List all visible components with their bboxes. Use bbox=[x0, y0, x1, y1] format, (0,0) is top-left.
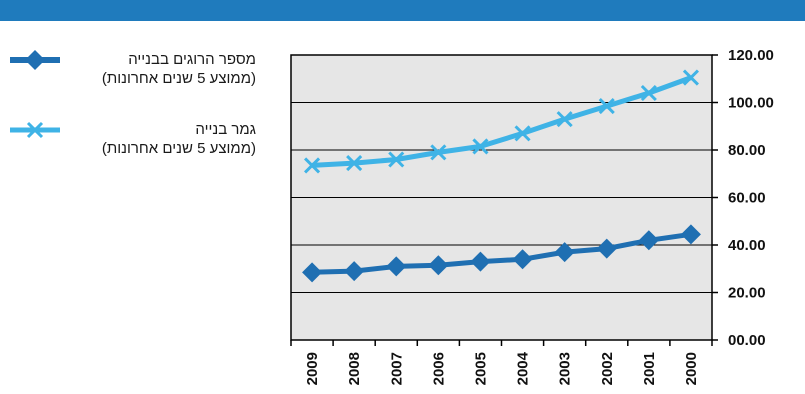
y-tick-label: 20.00 bbox=[728, 285, 766, 302]
data-point-diamond bbox=[512, 249, 533, 270]
x-marker-stroke bbox=[640, 84, 657, 102]
data-point-diamond bbox=[554, 242, 575, 263]
x-tick-label: 2007 bbox=[388, 352, 405, 385]
data-point-x bbox=[388, 151, 405, 168]
top-banner bbox=[0, 0, 805, 21]
x-marker-stroke bbox=[430, 144, 447, 161]
series-line-1 bbox=[312, 231, 692, 275]
data-point-x bbox=[514, 125, 531, 142]
data-point-diamond bbox=[470, 251, 491, 272]
data-point-x bbox=[303, 157, 321, 174]
data-point-diamond bbox=[386, 256, 407, 277]
x-tick-label: 2009 bbox=[304, 352, 321, 385]
legend-label: גמר בנייה (ממוצע 5 שנים אחרונות) bbox=[102, 120, 256, 158]
x-marker-stroke bbox=[598, 98, 615, 115]
data-point-x bbox=[640, 84, 657, 102]
x-marker-stroke bbox=[388, 151, 405, 168]
y-tick-label: 40.00 bbox=[728, 237, 766, 254]
data-point-diamond bbox=[680, 224, 701, 245]
y-tick-label: 120.00 bbox=[728, 47, 774, 64]
x-tick-label: 2001 bbox=[641, 352, 658, 385]
y-tick-label: 60.00 bbox=[728, 190, 766, 207]
data-point-diamond bbox=[302, 262, 323, 283]
x-marker-stroke bbox=[682, 69, 700, 86]
x-tick-label: 2003 bbox=[557, 352, 574, 385]
x-line-icon bbox=[10, 121, 60, 139]
x-marker-stroke bbox=[556, 111, 573, 128]
series-line-2 bbox=[311, 75, 692, 168]
data-point-x bbox=[556, 111, 573, 128]
x-marker-stroke bbox=[303, 157, 321, 174]
x-tick-label: 2002 bbox=[599, 352, 616, 385]
y-tick-label: 00.00 bbox=[728, 332, 766, 349]
legend-label-line1: גמר בנייה bbox=[195, 121, 256, 138]
legend-label-line2: (ממוצע 5 שנים אחרונות) bbox=[101, 70, 256, 87]
legend-label-line1: מספר הרוגים בבנייה bbox=[128, 51, 256, 68]
data-point-x bbox=[472, 138, 489, 155]
data-point-diamond bbox=[428, 255, 449, 276]
chart-legend: מספר הרוגים בבנייה (ממוצע 5 שנים אחרונות… bbox=[0, 50, 270, 190]
legend-item-construction: גמר בנייה (ממוצע 5 שנים אחרונות) bbox=[0, 120, 270, 170]
y-tick-label: 100.00 bbox=[728, 95, 774, 112]
data-point-diamond bbox=[344, 261, 365, 282]
diamond-line-icon bbox=[10, 50, 60, 70]
data-point-x bbox=[598, 98, 615, 115]
x-marker-stroke bbox=[346, 155, 363, 172]
x-marker-stroke bbox=[514, 125, 531, 142]
legend-label-line2: (ממוצע 5 שנים אחרונות) bbox=[101, 140, 256, 157]
x-tick-label: 2004 bbox=[515, 351, 532, 385]
x-tick-label: 2008 bbox=[346, 352, 363, 385]
data-point-diamond bbox=[596, 238, 617, 259]
data-point-x bbox=[346, 155, 363, 172]
x-tick-label: 2005 bbox=[472, 352, 489, 385]
legend-item-deaths: מספר הרוגים בבנייה (ממוצע 5 שנים אחרונות… bbox=[0, 50, 270, 100]
x-marker-stroke bbox=[472, 138, 489, 155]
y-tick-label: 80.00 bbox=[728, 142, 766, 159]
x-tick-label: 2000 bbox=[683, 352, 700, 385]
data-point-x bbox=[430, 144, 447, 161]
data-point-x bbox=[682, 69, 700, 86]
data-point-diamond bbox=[638, 230, 659, 251]
legend-label: מספר הרוגים בבנייה (ממוצע 5 שנים אחרונות… bbox=[102, 50, 256, 88]
x-tick-label: 2006 bbox=[430, 352, 447, 385]
